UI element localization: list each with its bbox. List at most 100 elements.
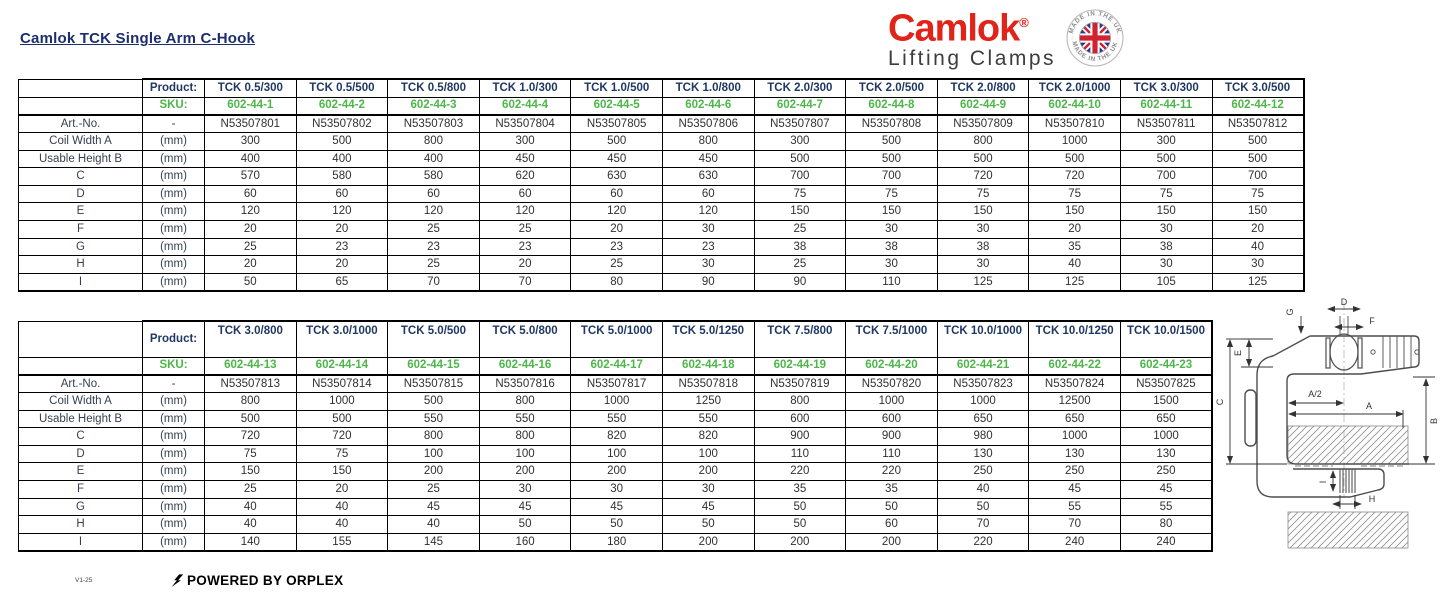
spec-value: N53507814 bbox=[295, 374, 389, 394]
spec-value: 700 bbox=[1119, 167, 1213, 186]
lifting-eye-icon bbox=[1325, 316, 1420, 371]
spec-value: 40 bbox=[204, 515, 297, 534]
spec-value: 300 bbox=[1119, 132, 1213, 151]
spec-value: 75 bbox=[1119, 184, 1213, 204]
spec-value: 600 bbox=[753, 409, 847, 429]
product-header: TCK 10.0/1500 bbox=[1119, 320, 1214, 358]
spec-value: N53507809 bbox=[936, 114, 1030, 134]
spec-value: 75 bbox=[295, 444, 389, 464]
spec-value: 1000 bbox=[845, 392, 938, 411]
powered-by-text: POWERED BY ORPLEX bbox=[187, 573, 344, 588]
spec-value: 45 bbox=[1119, 480, 1214, 499]
spec-value: N53507806 bbox=[661, 114, 755, 134]
spec-value: 75 bbox=[845, 184, 938, 204]
spec-value: 25 bbox=[387, 220, 480, 239]
spec-value: 120 bbox=[204, 202, 297, 222]
spec-value: 150 bbox=[204, 462, 297, 482]
spec-value: 130 bbox=[1119, 444, 1214, 464]
spec-value: 40 bbox=[1211, 237, 1305, 257]
spec-value: 110 bbox=[845, 444, 938, 464]
spec-value: 20 bbox=[1211, 220, 1305, 239]
spec-value: 720 bbox=[936, 167, 1030, 186]
spec-value: 800 bbox=[478, 392, 572, 411]
spec-value: 200 bbox=[753, 532, 847, 552]
spec-value: 50 bbox=[845, 497, 938, 517]
version-label: V1-25 bbox=[75, 577, 93, 584]
spec-value: 800 bbox=[753, 392, 847, 411]
spec-value: 105 bbox=[1119, 272, 1213, 292]
row-label: H bbox=[18, 255, 143, 274]
logo-brand-word: Camlok bbox=[888, 7, 1020, 50]
product-header: TCK 0.5/800 bbox=[387, 78, 480, 98]
row-label: Coil Width A bbox=[18, 132, 143, 151]
spec-value: 140 bbox=[204, 532, 297, 552]
spec-value: 700 bbox=[753, 167, 847, 186]
spec-value: 50 bbox=[204, 272, 297, 292]
sku-value: 602-44-4 bbox=[478, 96, 572, 116]
spec-value: 160 bbox=[478, 532, 572, 552]
row-unit: (mm) bbox=[142, 515, 205, 534]
spec-value: 500 bbox=[570, 132, 663, 151]
spec-value: 60 bbox=[478, 184, 572, 204]
spec-value: 38 bbox=[1119, 237, 1213, 257]
spec-value: 720 bbox=[295, 427, 389, 446]
sku-value: 602-44-7 bbox=[753, 96, 847, 116]
spec-value: 900 bbox=[845, 427, 938, 446]
spec-value: 220 bbox=[936, 532, 1030, 552]
spec-value: 200 bbox=[661, 462, 755, 482]
product-header: TCK 10.0/1000 bbox=[936, 320, 1030, 358]
spec-value: N53507812 bbox=[1211, 114, 1305, 134]
sku-value: 602-44-23 bbox=[1119, 356, 1214, 376]
sku-value: 602-44-12 bbox=[1211, 96, 1305, 116]
sku-value: 602-44-3 bbox=[387, 96, 480, 116]
sku-value: 602-44-21 bbox=[936, 356, 1030, 376]
spec-value: N53507807 bbox=[753, 114, 847, 134]
row-label: C bbox=[18, 427, 143, 446]
spec-value: 60 bbox=[387, 184, 480, 204]
spec-table-1: Product: TCK 0.5/300 TCK 0.5/500 TCK 0.5/80… bbox=[18, 78, 1305, 292]
spec-value: 35 bbox=[1028, 237, 1121, 257]
sku-value: 602-44-6 bbox=[661, 96, 755, 116]
spec-value: 800 bbox=[478, 427, 572, 446]
spec-value: N53507813 bbox=[204, 374, 297, 394]
spec-value: 800 bbox=[204, 392, 297, 411]
dim-label-c: C bbox=[1215, 398, 1225, 405]
product-header: TCK 3.0/500 bbox=[1211, 78, 1305, 98]
sku-value: 602-44-9 bbox=[936, 96, 1030, 116]
upper-coil-section bbox=[1287, 425, 1409, 465]
sku-value: 602-44-1 bbox=[204, 96, 297, 116]
spec-value: 580 bbox=[295, 167, 389, 186]
spec-value: 150 bbox=[753, 202, 847, 222]
spec-value: 90 bbox=[661, 272, 755, 292]
spec-value: 23 bbox=[295, 237, 389, 257]
header-spacer bbox=[18, 320, 143, 358]
spec-value: 38 bbox=[753, 237, 847, 257]
spec-value: 30 bbox=[661, 220, 755, 239]
header-spacer bbox=[18, 96, 143, 116]
spec-value: N53507801 bbox=[204, 114, 297, 134]
spec-value: 60 bbox=[295, 184, 389, 204]
spec-value: 30 bbox=[1119, 220, 1213, 239]
row-label: G bbox=[18, 497, 143, 517]
dim-label-e: E bbox=[1233, 350, 1243, 356]
spec-value: 125 bbox=[936, 272, 1030, 292]
spec-value: N53507805 bbox=[570, 114, 663, 134]
row-unit: (mm) bbox=[142, 409, 205, 429]
spec-value: 30 bbox=[478, 480, 572, 499]
sku-value: 602-44-22 bbox=[1028, 356, 1121, 376]
spec-value: 40 bbox=[936, 480, 1030, 499]
spec-value: N53507820 bbox=[845, 374, 938, 394]
spec-value: 100 bbox=[570, 444, 663, 464]
spec-value: 820 bbox=[570, 427, 663, 446]
sku-value: 602-44-14 bbox=[295, 356, 389, 376]
powered-by: POWERED BY ORPLEX bbox=[171, 573, 343, 588]
row-label: D bbox=[18, 184, 143, 204]
product-header: TCK 5.0/500 bbox=[387, 320, 480, 358]
row-unit: (mm) bbox=[142, 392, 205, 411]
spec-value: 23 bbox=[661, 237, 755, 257]
spec-value: 40 bbox=[295, 515, 389, 534]
product-header: TCK 5.0/1250 bbox=[661, 320, 755, 358]
spec-value: 550 bbox=[661, 409, 755, 429]
spec-value: 500 bbox=[1028, 149, 1121, 169]
